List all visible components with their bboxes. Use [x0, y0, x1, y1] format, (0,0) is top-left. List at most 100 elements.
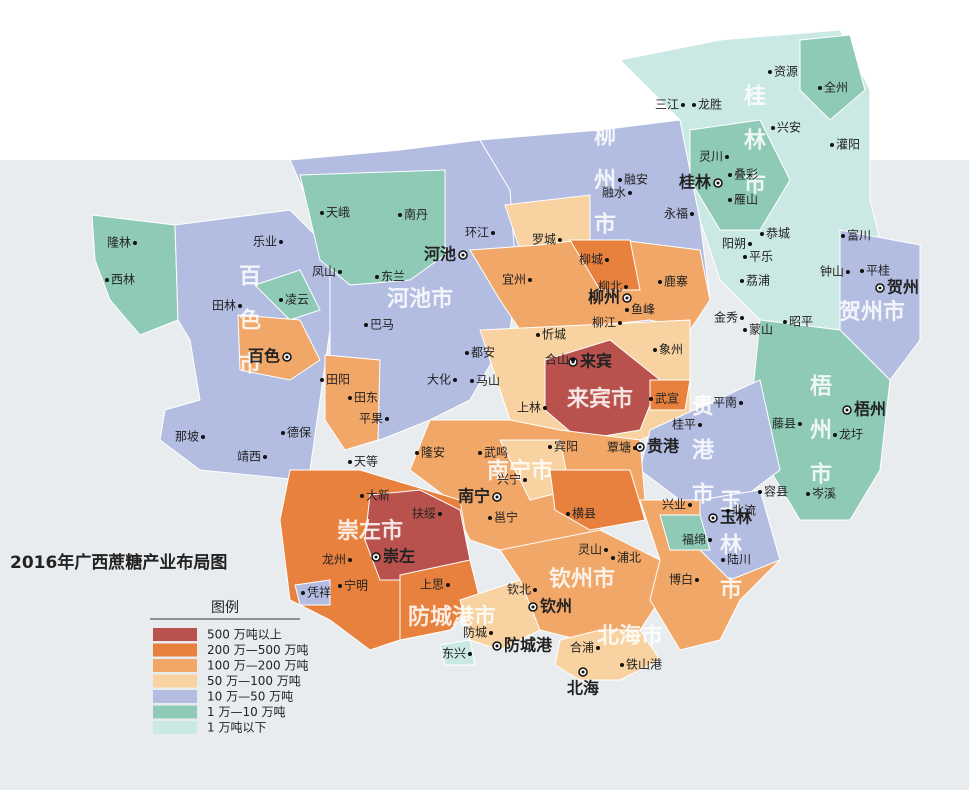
city-marker-dot	[285, 355, 289, 359]
county-label: 马山	[476, 374, 500, 388]
city-marker-dot	[495, 644, 499, 648]
area	[839, 229, 921, 381]
legend-swatch	[153, 628, 197, 641]
county-label: 柳城	[579, 253, 603, 267]
city-marker-dot	[711, 516, 715, 520]
county-dot	[624, 285, 628, 289]
county-dot	[201, 435, 205, 439]
county-label: 荔浦	[746, 274, 770, 288]
county-dot	[446, 583, 450, 587]
legend-title: 图例	[211, 600, 239, 616]
area	[569, 239, 641, 291]
county-dot	[681, 103, 685, 107]
county-label: 藤县	[772, 417, 796, 431]
county-label: 三江	[655, 98, 679, 112]
county-dot	[728, 173, 732, 177]
county-label: 龙胜	[698, 97, 722, 112]
county-label: 横县	[572, 507, 596, 521]
county-dot	[360, 494, 364, 498]
city-label: 防城港	[504, 636, 553, 655]
area	[659, 514, 711, 551]
county-dot	[453, 378, 457, 382]
county-label: 灌阳	[836, 138, 860, 152]
county-dot	[488, 516, 492, 520]
county-dot	[320, 211, 324, 215]
county-dot	[620, 663, 624, 667]
county-dot	[279, 240, 283, 244]
region-label: 百色市	[235, 264, 261, 396]
county-label: 德保	[287, 425, 311, 440]
county-dot	[385, 417, 389, 421]
county-dot	[566, 512, 570, 516]
county-dot	[301, 591, 305, 595]
county-label: 雁山	[734, 193, 758, 207]
county-label: 蒙山	[749, 323, 773, 337]
county-dot	[364, 323, 368, 327]
county-dot	[605, 258, 609, 262]
legend-label: 1 万—10 万吨	[207, 705, 286, 719]
county-dot	[698, 423, 702, 427]
legend-label: 1 万吨以下	[207, 721, 266, 735]
county-label: 阳朔	[722, 236, 746, 251]
city-marker-dot	[716, 181, 720, 185]
county-dot	[768, 70, 772, 74]
county-dot	[338, 584, 342, 588]
city-marker-dot	[625, 296, 629, 300]
county-label: 象州	[659, 343, 683, 357]
region-label: 贺州市	[839, 299, 905, 325]
county-label: 合山	[545, 352, 569, 367]
county-label: 钦北	[507, 583, 531, 597]
county-label: 凤山	[312, 265, 336, 279]
county-dot	[688, 503, 692, 507]
region-label: 防城港市	[408, 604, 496, 630]
city-label: 来宾	[579, 352, 612, 371]
county-dot	[415, 451, 419, 455]
county-dot	[604, 548, 608, 552]
area	[254, 269, 321, 321]
county-label: 罗城	[532, 233, 556, 247]
county-dot	[690, 212, 694, 216]
county-label: 靖西	[237, 450, 261, 464]
county-label: 大化	[427, 373, 451, 387]
area	[554, 629, 661, 681]
area	[324, 354, 381, 451]
area	[439, 639, 476, 666]
county-label: 邕宁	[494, 510, 518, 525]
county-dot	[348, 558, 352, 562]
city-marker-dot	[638, 445, 642, 449]
county-label: 浦北	[617, 551, 641, 565]
county-dot	[465, 351, 469, 355]
city-marker-dot	[461, 253, 465, 257]
county-label: 陆川	[727, 552, 751, 567]
county-dot	[830, 143, 834, 147]
county-label: 鹿寨	[664, 274, 688, 289]
legend-label: 50 万—100 万吨	[207, 674, 301, 688]
city-label: 钦州	[540, 597, 572, 616]
county-label: 兴宁	[497, 472, 521, 487]
area	[799, 34, 866, 121]
county-dot	[279, 298, 283, 302]
county-label: 南丹	[404, 207, 428, 222]
county-label: 容县	[764, 484, 788, 499]
city-label: 贵港	[647, 437, 680, 456]
county-label: 资源	[774, 65, 798, 79]
region-label: 北海市	[597, 623, 663, 649]
county-dot	[743, 328, 747, 332]
county-label: 鱼峰	[631, 303, 655, 317]
county-label: 天峨	[326, 206, 350, 220]
county-dot	[818, 86, 822, 90]
city-marker-dot	[531, 605, 535, 609]
county-dot	[548, 445, 552, 449]
city-marker-dot	[581, 670, 585, 674]
area	[459, 579, 541, 651]
map-title: 2016年广西蔗糖产业布局图	[10, 552, 227, 573]
county-label: 永福	[664, 206, 688, 221]
county-label: 宾阳	[554, 439, 578, 454]
city-marker-dot	[495, 495, 499, 499]
county-dot	[740, 316, 744, 320]
county-label: 防城	[463, 625, 487, 640]
city-label: 崇左	[383, 547, 415, 566]
county-dot	[438, 512, 442, 516]
county-label: 融水	[602, 186, 626, 200]
